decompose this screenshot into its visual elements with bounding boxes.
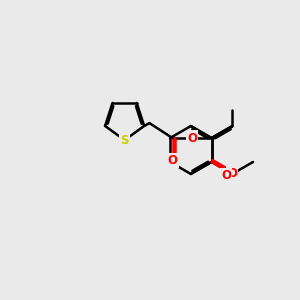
Text: O: O xyxy=(187,131,197,145)
Text: O: O xyxy=(227,167,237,180)
Text: S: S xyxy=(120,134,129,147)
Text: O: O xyxy=(167,154,178,167)
Text: O: O xyxy=(221,169,231,182)
